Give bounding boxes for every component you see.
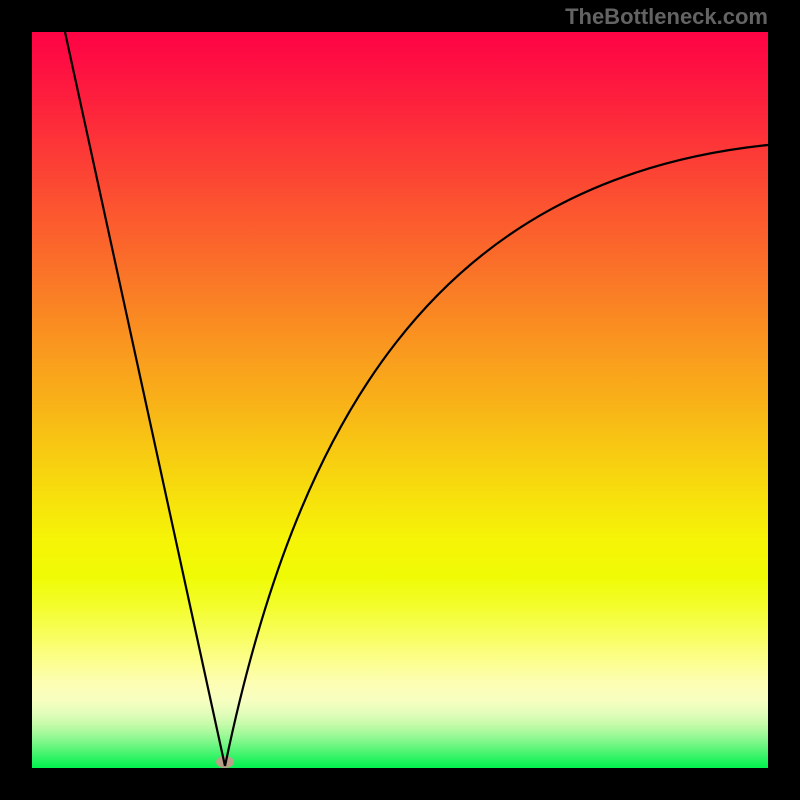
- curve-left-branch: [65, 32, 225, 766]
- curve-right-branch: [225, 145, 768, 766]
- chart-container: TheBottleneck.com: [0, 0, 800, 800]
- plot-area: [32, 32, 768, 768]
- curve-overlay: [0, 0, 800, 800]
- watermark-text: TheBottleneck.com: [565, 4, 768, 30]
